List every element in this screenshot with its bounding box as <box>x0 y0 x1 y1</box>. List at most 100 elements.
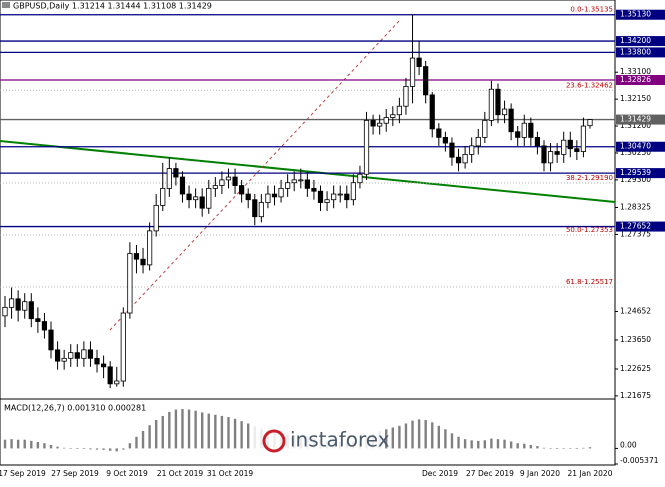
candle-body <box>442 136 448 144</box>
candle-body <box>357 173 363 184</box>
candle-body <box>528 122 534 138</box>
macd-bar <box>240 421 243 449</box>
candle-body <box>199 196 205 209</box>
candle-body <box>285 182 291 189</box>
level-tag <box>616 36 665 47</box>
candle-body <box>390 114 396 118</box>
candle-body <box>495 88 501 116</box>
macd-bar <box>398 425 401 449</box>
channel-line <box>109 19 401 331</box>
candle-body <box>212 185 218 189</box>
candle-body <box>219 179 225 186</box>
candle-body <box>383 117 389 124</box>
macd-bar <box>16 439 20 449</box>
y-tick-label: 1.22625 <box>620 364 651 373</box>
plot-frame <box>0 0 616 466</box>
macd-bar <box>108 448 112 451</box>
macd-bar <box>516 443 519 449</box>
candle-body <box>173 168 179 178</box>
candle-body <box>153 204 159 232</box>
level-label: 1.32826 <box>620 75 651 84</box>
y-tick-label: 1.29300 <box>620 175 651 184</box>
macd-bar <box>391 427 395 449</box>
candle-body <box>225 176 232 181</box>
macd-bar <box>483 440 487 449</box>
macd-bar <box>23 439 26 449</box>
candle-body <box>179 176 186 195</box>
macd-bar <box>36 442 40 449</box>
macd-bar <box>168 411 171 449</box>
candle-body <box>35 318 41 322</box>
level-label: 1.29539 <box>620 168 651 177</box>
candle-body <box>436 128 442 138</box>
x-tick-label: 27 Sep 2019 <box>51 469 99 478</box>
macd-bar <box>43 443 46 449</box>
candle-body <box>482 119 488 138</box>
candle-body <box>469 145 475 155</box>
macd-bar <box>10 439 13 449</box>
y-tick-label: 1.23650 <box>620 335 651 344</box>
candle-body <box>114 380 120 385</box>
macd-bar <box>549 448 552 449</box>
candle-body <box>462 153 468 164</box>
candle-body <box>587 119 593 127</box>
candle-body <box>403 85 409 107</box>
candle-body <box>580 125 587 152</box>
macd-bar <box>490 438 493 449</box>
y-tick-label: 1.24652 <box>620 307 651 316</box>
macd-bar <box>542 447 546 449</box>
macd-bar <box>477 440 480 449</box>
fibo-label: 23.6-1.32462 <box>566 81 613 89</box>
macd-bar <box>115 448 118 452</box>
macd-bar <box>582 447 585 449</box>
x-tick-label: Dec 2019 <box>422 469 458 478</box>
macd-bar <box>214 414 217 449</box>
level-tag <box>616 114 665 125</box>
candle-body <box>396 105 402 116</box>
macd-bar <box>509 441 513 449</box>
level-label: 1.31429 <box>620 115 651 124</box>
level-label: 1.34200 <box>620 36 651 45</box>
level-tag <box>616 221 665 232</box>
candle-body <box>193 196 199 201</box>
macd-bar <box>569 448 572 449</box>
macd-bar <box>69 448 72 449</box>
candle-body <box>304 179 310 189</box>
fibo-label: 38.2-1.29190 <box>566 174 613 182</box>
x-tick-label: 17 Sep 2019 <box>0 469 46 478</box>
candle-body <box>416 57 422 67</box>
macd-bar <box>457 436 460 449</box>
candle-body <box>94 357 100 365</box>
candle-body <box>100 363 107 368</box>
level-tag <box>616 9 665 20</box>
macd-bar <box>562 448 565 449</box>
candle-body <box>331 193 337 201</box>
macd-bar <box>187 409 191 449</box>
candle-body <box>160 187 166 206</box>
macd-bar <box>404 423 408 449</box>
macd-bar <box>417 419 421 449</box>
candle-body <box>344 193 350 201</box>
macd-bar <box>161 415 164 449</box>
macd-bar <box>247 423 250 449</box>
macd-bar <box>30 440 33 449</box>
macd-bar <box>227 417 230 449</box>
candle-body <box>429 94 435 130</box>
y-tick-label: 1.27375 <box>620 229 651 238</box>
candle-body <box>15 298 21 311</box>
macd-bar <box>220 415 224 449</box>
macd-bar <box>194 410 197 449</box>
macd-bar <box>424 419 427 449</box>
candle-body <box>2 306 8 317</box>
x-tick-label: 21 Oct 2019 <box>157 469 204 478</box>
candle-body <box>488 88 495 121</box>
macd-bar <box>82 448 86 449</box>
candle-body <box>61 357 67 362</box>
macd-bar <box>174 409 178 449</box>
candle-body <box>278 187 284 198</box>
candle-body <box>317 190 324 203</box>
candle-body <box>265 193 271 203</box>
candle-body <box>252 199 258 218</box>
macd-bar <box>56 446 59 449</box>
